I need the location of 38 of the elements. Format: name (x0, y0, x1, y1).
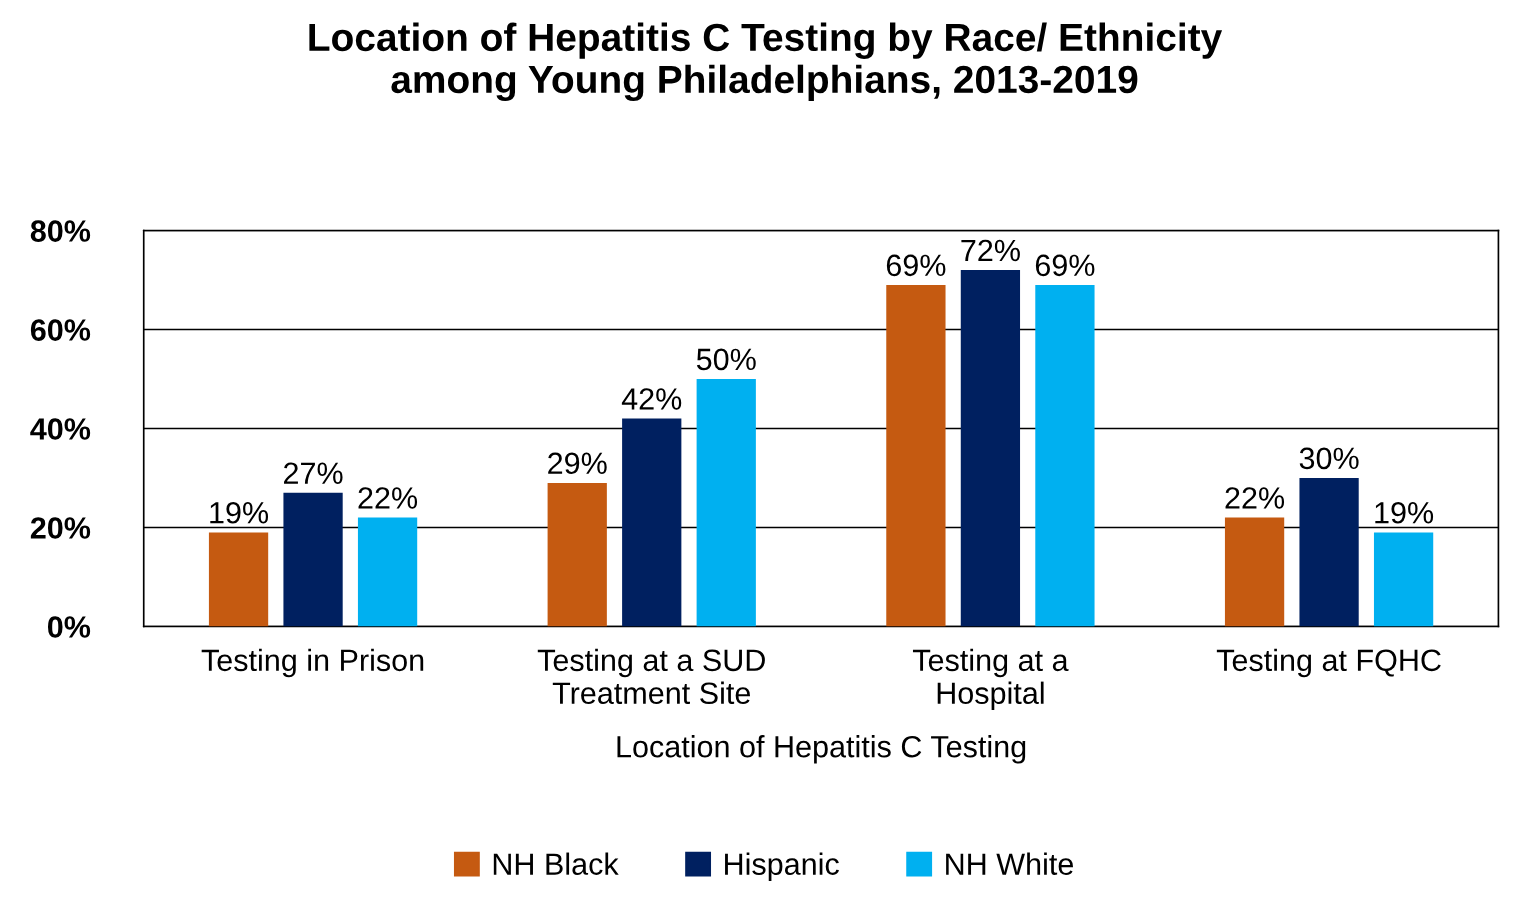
y-tick-label: 80% (30, 220, 91, 242)
y-tick-label: 40% (30, 418, 91, 440)
y-tick-label: 20% (30, 517, 91, 539)
x-tick-label: Testing at a Hospital (912, 648, 1069, 711)
data-label: 19% (1375, 501, 1434, 524)
x-tick-label: Testing in Prison (201, 648, 424, 678)
bar (1299, 477, 1359, 627)
bar (696, 379, 756, 627)
data-label: 69% (886, 254, 946, 277)
bar (283, 492, 343, 627)
data-label: 27% (284, 462, 343, 484)
data-label: 42% (621, 388, 682, 410)
chart-title: Location of Hepatitis C Testing by Race/ Ethnicity among Young Philadelphians, 2013-2019 (309, 22, 1223, 102)
x-tick-label: Testing at a SUD Treatment Site (537, 648, 765, 705)
bar (960, 270, 1021, 627)
y-tick-label: 0% (47, 616, 91, 638)
bar (1224, 517, 1285, 627)
data-label: 69% (1035, 254, 1095, 277)
legend-label: NH White (946, 852, 1073, 875)
y-tick-label: 60% (30, 319, 91, 341)
data-label: 22% (358, 487, 418, 509)
data-label: 30% (1299, 447, 1359, 470)
data-label: 72% (961, 239, 1020, 262)
bar (1373, 532, 1434, 627)
data-label: 50% (696, 348, 756, 371)
legend-label: Hispanic (725, 852, 839, 882)
data-label: 29% (548, 452, 607, 475)
data-label: 19% (210, 501, 269, 524)
x-axis-title: Location of Hepatitis C Testing (617, 735, 1026, 764)
bar (1035, 284, 1095, 627)
bar (886, 284, 946, 627)
data-label: 22% (1225, 487, 1285, 509)
legend-label: NH Black (493, 852, 619, 875)
bar (547, 482, 607, 627)
x-tick-label: Testing at FQHC (1216, 648, 1441, 678)
bar (622, 418, 682, 627)
bar (208, 532, 269, 627)
bar (357, 517, 418, 627)
